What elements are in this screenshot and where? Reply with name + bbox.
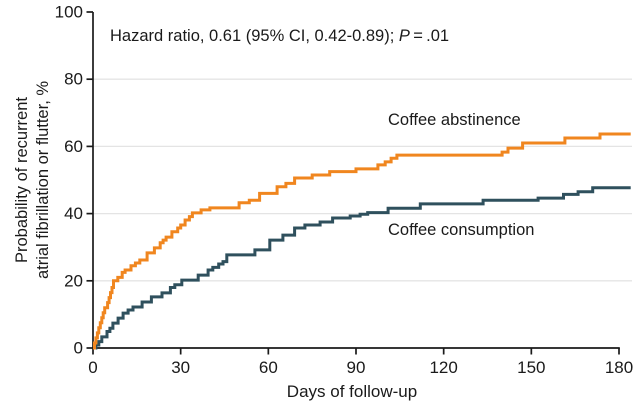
x-tick-label-60: 60 <box>259 358 278 377</box>
x-tick-label-180: 180 <box>605 358 633 377</box>
x-tick-label-120: 120 <box>429 358 457 377</box>
x-tick-label-30: 30 <box>171 358 190 377</box>
series-label-coffee-abstinence: Coffee abstinence <box>388 111 521 129</box>
y-axis-title-line2: atrial fibrillation or flutter, % <box>34 80 52 280</box>
x-tick-label-150: 150 <box>517 358 545 377</box>
y-axis-title-line1: Probability of recurrent <box>13 97 31 263</box>
x-axis-title: Days of follow-up <box>286 382 418 401</box>
annotation-prefix: Hazard ratio, 0.61 (95% CI, 0.42-0.89); <box>110 27 399 45</box>
y-axis-title: Probability of recurrent atrial fibrilla… <box>12 81 54 279</box>
x-tick-label-90: 90 <box>347 358 366 377</box>
annotation-p-variable: P <box>398 27 410 45</box>
y-tick-label-0: 0 <box>74 339 83 358</box>
y-tick-label-20: 20 <box>64 271 83 290</box>
x-tick-label-0: 0 <box>88 358 97 377</box>
curve-coffee-abstinence <box>93 132 631 350</box>
hazard-ratio-annotation: Hazard ratio, 0.61 (95% CI, 0.42-0.89); … <box>110 27 449 46</box>
y-tick-label-100: 100 <box>55 3 83 22</box>
y-tick-label-60: 60 <box>64 137 83 156</box>
y-tick-label-80: 80 <box>64 70 83 89</box>
series-label-coffee-consumption: Coffee consumption <box>388 221 535 239</box>
curve-coffee-consumption <box>93 186 631 350</box>
y-tick-label-40: 40 <box>64 204 83 223</box>
annotation-suffix: = .01 <box>409 27 450 45</box>
